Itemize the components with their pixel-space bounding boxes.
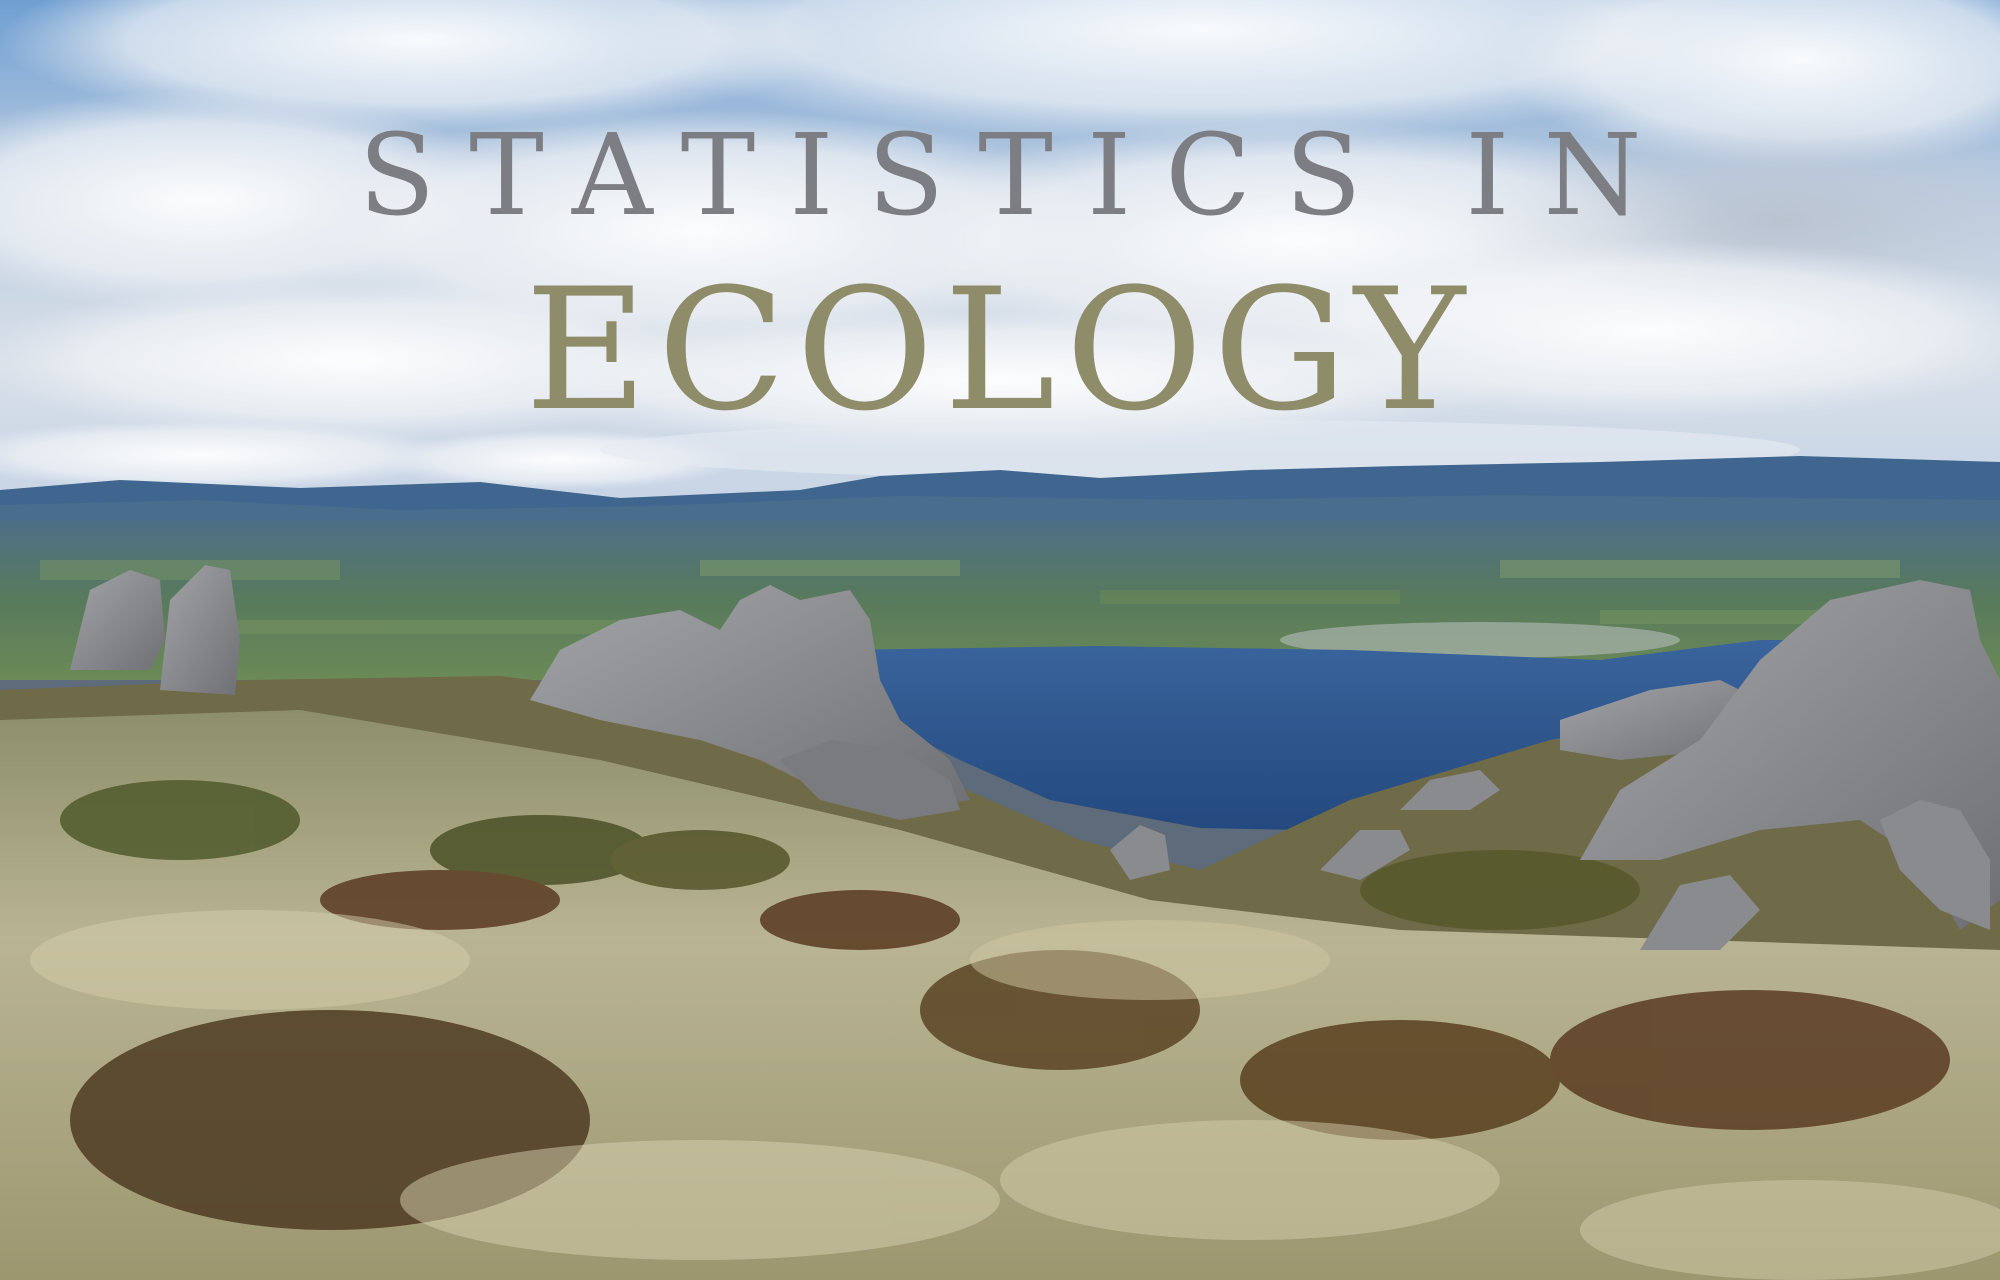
town xyxy=(1280,622,1680,658)
granite-tors xyxy=(70,565,2000,950)
grass-highlights xyxy=(30,910,2000,1280)
shrubs xyxy=(60,780,1950,1230)
clouds xyxy=(0,0,2000,490)
lake xyxy=(840,640,1800,830)
